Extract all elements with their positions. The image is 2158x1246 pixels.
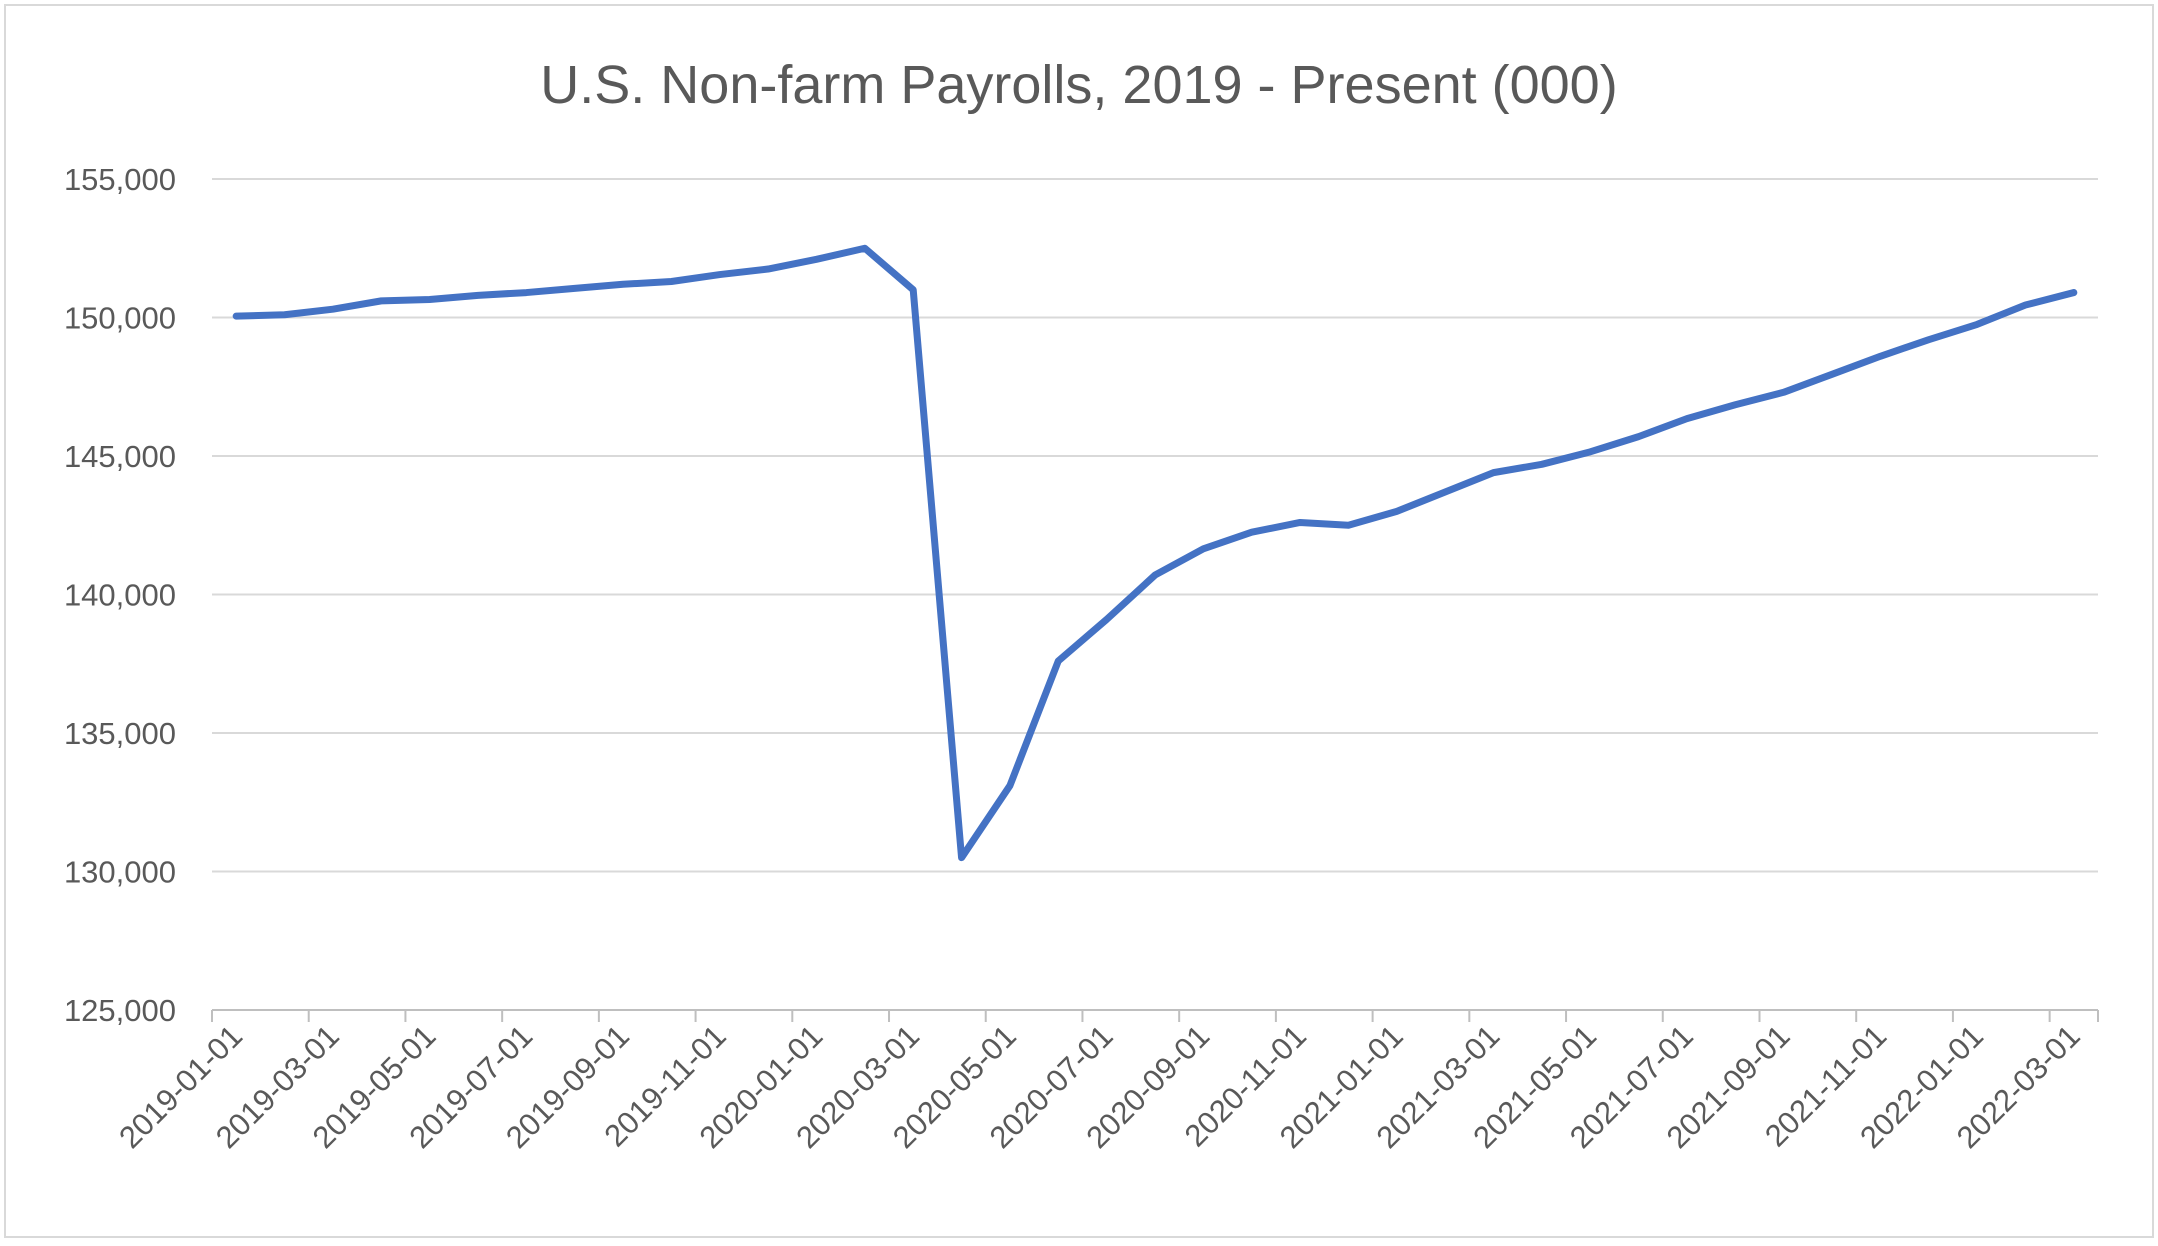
y-axis-labels: 125,000 130,000 135,000 140,000 145,000 150,0… (64, 162, 176, 1028)
series-line (232, 244, 2078, 862)
y-tick-label: 150,000 (64, 301, 176, 336)
line-chart: 125,000 130,000 135,000 140,000 145,000 150,0… (64, 162, 2099, 1155)
y-tick-label: 140,000 (64, 578, 176, 613)
x-axis (211, 1009, 2099, 1022)
y-tick-label: 125,000 (64, 993, 176, 1028)
y-tick-label: 145,000 (64, 439, 176, 474)
series-layer (232, 244, 2078, 862)
y-tick-label: 130,000 (64, 855, 176, 890)
y-tick-label: 135,000 (64, 716, 176, 751)
gridlines (212, 178, 2098, 873)
y-tick-label: 155,000 (64, 162, 176, 197)
x-axis-labels: 2019-01-012019-03-012019-05-012019-07-01… (112, 1018, 2087, 1155)
chart-title: U.S. Non-farm Payrolls, 2019 - Present (… (540, 55, 1618, 115)
chart-container: U.S. Non-farm Payrolls, 2019 - Present (… (4, 4, 2154, 1238)
